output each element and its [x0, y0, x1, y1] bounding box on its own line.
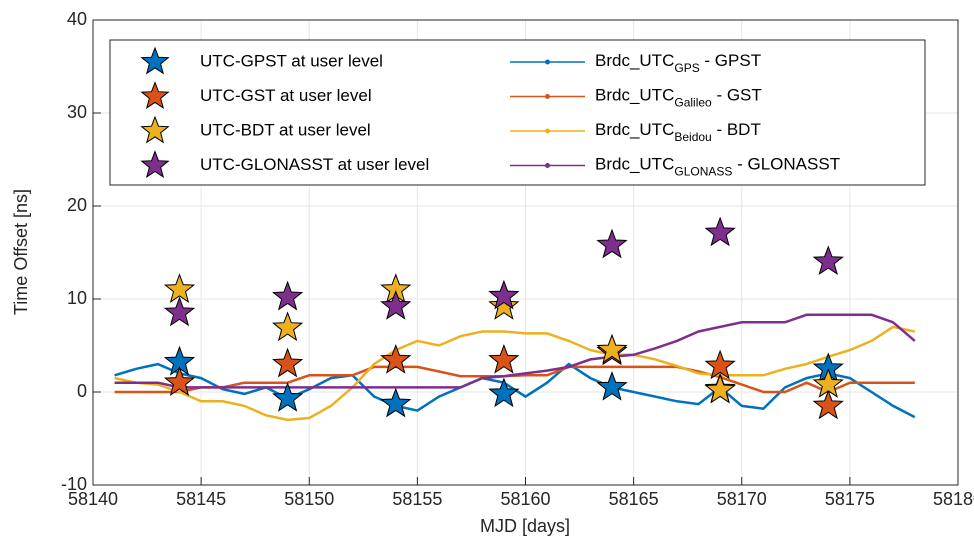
y-axis-label: Time Offset [ns] — [11, 189, 31, 315]
x-tick-label: 58170 — [717, 489, 767, 509]
legend-name: Brdc_UTC — [595, 51, 674, 70]
star-marker — [272, 280, 304, 311]
star-marker — [596, 333, 628, 364]
y-tick-label: 10 — [67, 288, 87, 308]
x-tick-label: 58155 — [392, 489, 442, 509]
legend-marker — [140, 46, 170, 75]
legend-subscript: Beidou — [674, 130, 711, 144]
legend-subscript: Galileo — [674, 96, 712, 110]
star-marker — [488, 377, 520, 408]
star-marker — [488, 289, 520, 320]
y-tick-label: 20 — [67, 195, 87, 215]
y-tick-label: 0 — [77, 381, 87, 401]
series-line — [114, 325, 916, 422]
star-marker — [488, 279, 520, 310]
legend-subscript: GPS — [674, 61, 699, 75]
legend-suffix: - GLONASST — [732, 155, 840, 174]
y-tick-label: 30 — [67, 102, 87, 122]
legend-marker — [140, 81, 170, 109]
legend-dot — [545, 128, 550, 134]
star-marker — [704, 216, 736, 247]
legend-label: Brdc_UTCGLONASS - GLONASST — [595, 155, 840, 179]
star-marker — [812, 389, 844, 420]
star-marker — [596, 370, 628, 401]
x-axis-label: MJD [days] — [480, 516, 570, 536]
star-marker — [380, 343, 412, 374]
legend-suffix: - GPST — [700, 51, 761, 70]
star-marker — [704, 373, 736, 404]
legend-suffix: - GST — [712, 86, 762, 105]
legend-label: UTC-BDT at user level — [200, 120, 371, 139]
legend-label: UTC-GLONASST at user level — [200, 155, 429, 174]
legend-dot — [545, 59, 550, 65]
star-marker — [704, 349, 736, 380]
legend-name: Brdc_UTC — [595, 86, 674, 105]
legend-box — [109, 39, 926, 186]
x-tick-label: 58180 — [933, 489, 974, 509]
star-marker — [380, 387, 412, 418]
legend-label: Brdc_UTCBeidou - BDT — [595, 120, 761, 144]
legend-dot — [545, 94, 550, 99]
star-marker — [272, 347, 304, 378]
legend-subscript: GLONASS — [674, 165, 732, 179]
legend-marker — [140, 115, 170, 144]
legend-label: UTC-GPST at user level — [200, 51, 383, 70]
x-tick-label: 58165 — [609, 489, 659, 509]
axes-box — [92, 19, 959, 486]
star-marker — [163, 366, 196, 396]
y-tick-label: -10 — [61, 474, 87, 494]
legend-label: Brdc_UTCGPS - GPST — [595, 51, 761, 75]
legend-label: Brdc_UTCGalileo - GST — [595, 86, 762, 110]
legend-label: UTC-GST at user level — [200, 86, 372, 105]
star-marker — [163, 296, 196, 327]
y-tick-label: 40 — [67, 9, 87, 29]
legend-marker — [140, 150, 170, 178]
star-marker — [488, 343, 520, 374]
legend-suffix: - BDT — [712, 120, 761, 139]
star-marker — [163, 273, 196, 303]
x-tick-label: 58145 — [176, 489, 226, 509]
star-marker — [272, 311, 304, 342]
series-line — [114, 313, 916, 389]
x-tick-label: 58160 — [500, 489, 550, 509]
legend-dot — [545, 163, 550, 168]
star-marker — [272, 382, 304, 412]
star-marker — [812, 368, 844, 398]
legend: UTC-GPST at user level UTC-GST at user le… — [109, 39, 926, 186]
x-tick-label: 58175 — [825, 489, 875, 509]
legend-name: Brdc_UTC — [595, 155, 674, 174]
star-marker — [812, 245, 844, 276]
star-marker — [380, 289, 412, 320]
star-marker — [596, 228, 628, 259]
x-tick-label: 58140 — [68, 489, 118, 509]
legend-name: Brdc_UTC — [595, 120, 674, 139]
x-tick-label: 58150 — [284, 489, 334, 509]
